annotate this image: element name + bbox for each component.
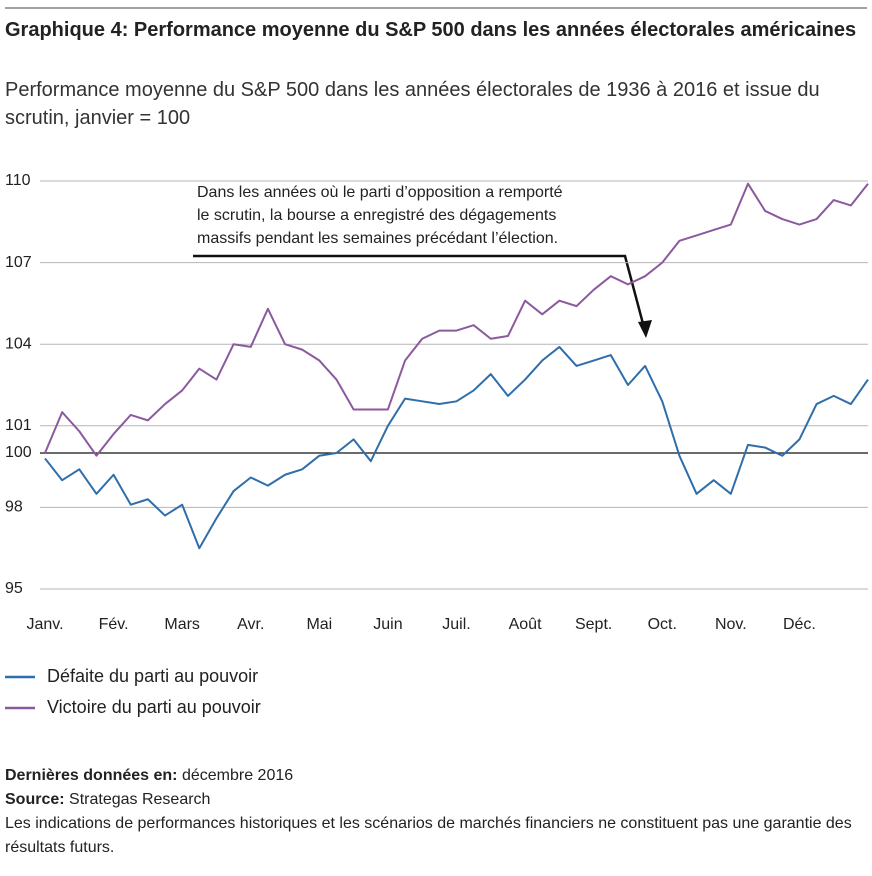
x-tick-label: Mai: [306, 616, 332, 633]
footnote: Les indications de performances historiq…: [5, 812, 865, 860]
x-tick-label: Janv.: [26, 616, 63, 633]
annotation: Dans les années où le parti d’opposition…: [197, 184, 563, 201]
chart-title: Graphique 4: Performance moyenne du S&P …: [5, 19, 857, 41]
footnote-label: Source:: [5, 791, 65, 808]
footnote-text: Les indications de performances historiq…: [5, 815, 852, 856]
y-tick-label: 98: [5, 499, 23, 516]
y-tick-label: 107: [5, 254, 32, 271]
y-tick-label: 101: [5, 417, 32, 434]
x-tick-label: Fév.: [99, 616, 129, 633]
legend-label: Victoire du parti au pouvoir: [47, 697, 261, 717]
y-tick-label: 104: [5, 335, 32, 352]
x-tick-label: Juil.: [442, 616, 470, 633]
footnote: Source: Strategas Research: [5, 788, 865, 812]
y-tick-label: 95: [5, 580, 23, 597]
x-tick-label: Mars: [164, 616, 200, 633]
legend-label: Défaite du parti au pouvoir: [47, 666, 258, 686]
footnote: Dernières données en: décembre 2016: [5, 764, 865, 788]
annotation: le scrutin, la bourse a enregistré des d…: [197, 207, 556, 224]
y-tick-label: 110: [5, 172, 31, 189]
annotation: massifs pendant les semaines précédant l…: [197, 230, 558, 247]
footnote-text: Strategas Research: [69, 791, 211, 808]
x-tick-label: Oct.: [648, 616, 677, 633]
x-tick-label: Déc.: [783, 616, 816, 633]
x-tick-label: Sept.: [575, 616, 612, 633]
series-line: [44, 345, 869, 550]
x-tick-label: Avr.: [237, 616, 264, 633]
annotation-pointer: [193, 254, 648, 336]
chart-subtitle: Performance moyenne du S&P 500 dans les …: [5, 79, 820, 129]
arrow-head: [638, 320, 652, 338]
x-tick-label: Juin: [373, 616, 402, 633]
series-line: [44, 182, 869, 457]
footnote-text: décembre 2016: [181, 767, 294, 784]
footnotes: Dernières données en: décembre 2016 Sourc…: [5, 764, 865, 860]
y-tick-label: 100: [5, 444, 32, 461]
footnote-label: Dernières données en:: [5, 767, 178, 784]
x-tick-label: Nov.: [715, 616, 747, 633]
x-tick-label: Août: [509, 616, 542, 633]
